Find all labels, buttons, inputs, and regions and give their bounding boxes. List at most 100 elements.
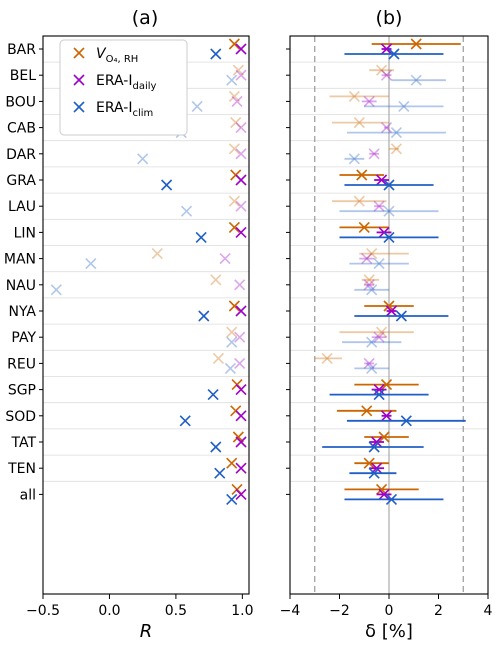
- panel-b-marker: [385, 305, 398, 317]
- panel-a-marker: [235, 148, 247, 160]
- panel-b-marker: [348, 90, 360, 102]
- panel-a-marker: [228, 221, 240, 233]
- panel-b-marker: [388, 48, 400, 60]
- panel-b-marker: [368, 467, 380, 479]
- panel-a-marker: [228, 143, 240, 155]
- panel-b-marker: [410, 74, 422, 86]
- legend-label: ERA-Iclim: [96, 100, 153, 119]
- panel-a-marker: [235, 69, 247, 81]
- panel-b-marker: [368, 441, 380, 453]
- panel-a-y-tick-label: MAN: [4, 252, 36, 268]
- panel-a-marker: [235, 174, 247, 186]
- panel-b-marker: [380, 122, 393, 134]
- panel-a-marker: [180, 205, 193, 217]
- legend: VO₄, RH ERA-Idaily ERA-Iclim: [59, 39, 188, 136]
- panel-b-marker: [380, 379, 393, 391]
- panel-b-x-tick-label: −4: [280, 603, 301, 619]
- panel-b-marker: [373, 258, 385, 270]
- panel-a-y-tick-label: SGP: [8, 383, 36, 399]
- panel-a-x-tick-label: 1.0: [231, 603, 253, 619]
- panel-a-marker: [210, 441, 222, 453]
- panel-b-marker: [410, 38, 422, 50]
- panel-a-y-tick-label: NYA: [8, 304, 36, 320]
- panel-b-marker: [373, 389, 385, 401]
- panel-b-marker: [366, 336, 378, 348]
- panel-a-marker: [234, 357, 246, 369]
- panel-a-marker: [219, 253, 231, 265]
- panel-b-marker: [373, 200, 385, 212]
- panel-a-marker: [228, 195, 240, 207]
- panel-a-marker: [228, 38, 240, 50]
- panel-a-marker: [198, 310, 210, 322]
- panel-b-x-tick-label: 4: [484, 603, 493, 619]
- panel-b: (b) −4 −2 0 2 4 δ [%]: [280, 7, 493, 642]
- panel-a-marker: [226, 326, 238, 338]
- panel-b-marker: [390, 143, 402, 155]
- panel-b-marker: [353, 117, 365, 129]
- panel-a-marker: [224, 362, 236, 374]
- panel-b-y-ticks: [286, 48, 290, 495]
- panel-a-y-tick-label: DAR: [6, 147, 36, 163]
- panel-b-marker: [395, 310, 407, 322]
- panel-a: (a) BAR BEL BOU CAB DAR GRA LAU LIN MAN NAU NYA PAY…: [4, 7, 254, 642]
- panel-a-marker: [228, 90, 240, 102]
- panel-a-marker: [195, 231, 207, 243]
- panel-b-marker: [363, 274, 375, 286]
- panel-a-marker: [85, 258, 97, 270]
- panel-a-marker: [230, 117, 242, 129]
- panel-a-marker: [210, 274, 222, 286]
- panel-b-marker: [383, 205, 395, 217]
- panel-a-y-tick-label: all: [20, 487, 36, 503]
- legend-box: [59, 39, 188, 136]
- panel-b-marker: [348, 153, 360, 165]
- panel-b-marker: [373, 331, 385, 343]
- panel-a-marker: [50, 284, 62, 296]
- panel-b-marker: [356, 169, 368, 181]
- panel-a-marker: [235, 462, 247, 474]
- panel-b-marker: [361, 405, 373, 417]
- panel-a-y-tick-label: SOD: [5, 409, 36, 425]
- panel-a-marker: [235, 410, 247, 422]
- panel-b-marker: [400, 415, 412, 427]
- panel-a-marker: [235, 305, 247, 317]
- panel-b-marker: [376, 326, 388, 338]
- panel-a-y-tick-label: BAR: [7, 42, 36, 58]
- panel-b-marker: [380, 43, 393, 55]
- panel-b-marker: [353, 195, 365, 207]
- panel-b-marker: [366, 362, 378, 374]
- panel-b-x-tick-label: −2: [329, 603, 350, 619]
- panel-a-marker: [161, 179, 173, 191]
- panel-b-marker: [378, 431, 390, 443]
- panel-a-y-tick-label: BOU: [5, 94, 36, 110]
- panel-a-x-tick-label: 0.0: [98, 603, 120, 619]
- panel-b-marker: [363, 357, 375, 369]
- panel-a-y-tick-labels: BAR BEL BOU CAB DAR GRA LAU LIN MAN NAU NYA PAY REU S…: [4, 42, 43, 503]
- panel-b-marker: [363, 95, 375, 107]
- panel-b-frame: [289, 35, 489, 595]
- panel-a-y-tick-label: TEN: [7, 461, 36, 477]
- panel-a-marker: [234, 279, 246, 291]
- panel-b-marker: [363, 279, 375, 291]
- legend-marker: [73, 74, 85, 86]
- panel-a-marker: [191, 100, 203, 112]
- panel-a-title: (a): [132, 7, 158, 29]
- panel-b-marker: [383, 179, 395, 191]
- legend-label: VO₄, RH: [96, 46, 138, 65]
- panel-b-marker: [383, 231, 395, 243]
- panel-a-markers: [50, 38, 247, 505]
- panel-b-marker: [358, 221, 370, 233]
- panel-b-marker: [366, 248, 378, 260]
- panel-a-marker: [235, 436, 247, 448]
- legend-marker: [73, 47, 85, 59]
- panel-b-x-tick-label: 2: [434, 603, 443, 619]
- panel-b-marker: [385, 493, 398, 505]
- panel-a-marker: [226, 493, 238, 505]
- panel-a-marker: [151, 248, 163, 260]
- panel-b-marker: [368, 148, 380, 160]
- panel-b-title: (b): [376, 7, 403, 29]
- panel-b-marker: [380, 410, 393, 422]
- panel-a-y-tick-label: LIN: [14, 225, 36, 241]
- panel-a-marker: [234, 331, 246, 343]
- panel-a-frame: [42, 35, 250, 595]
